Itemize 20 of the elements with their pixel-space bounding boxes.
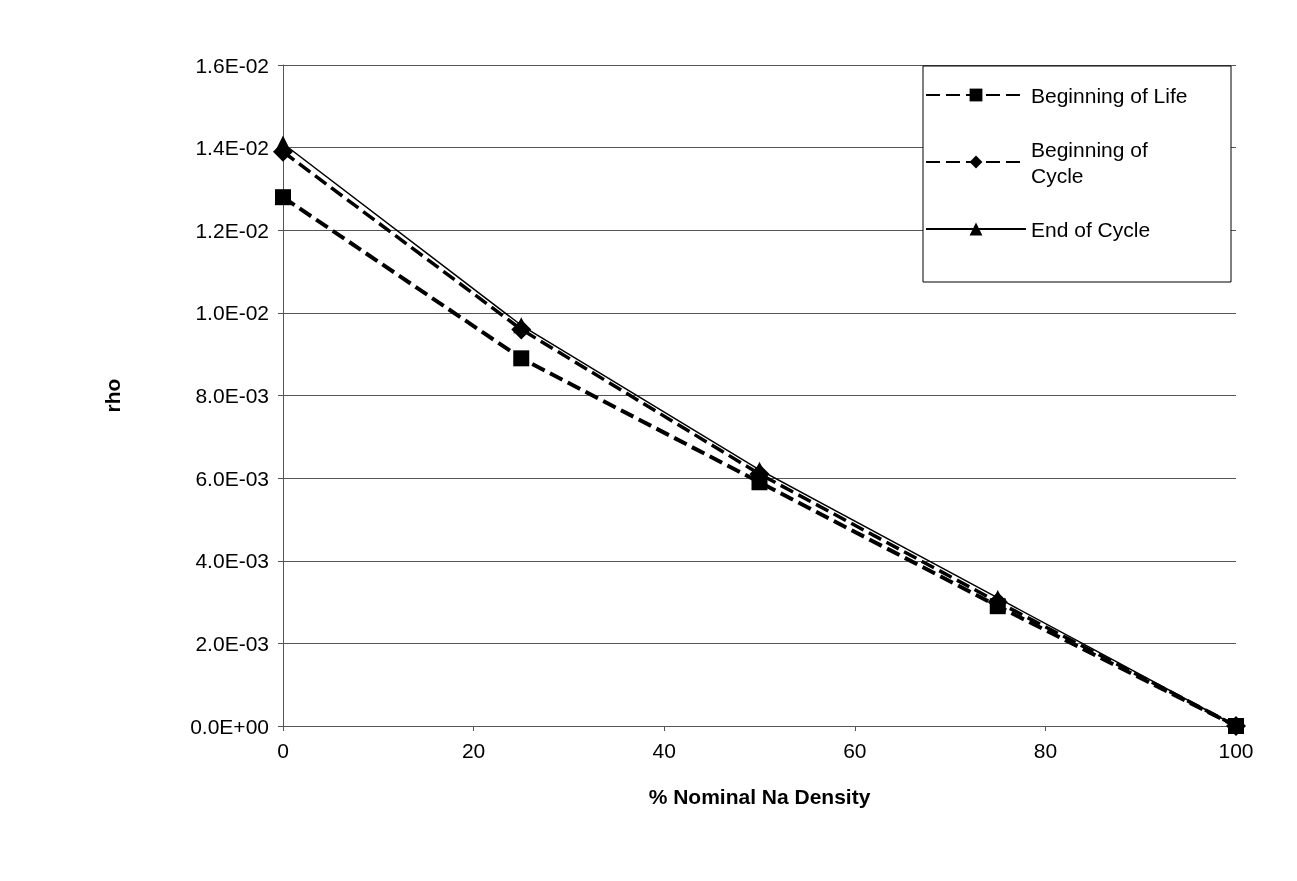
- y-tick-label: 8.0E-03: [195, 384, 269, 407]
- y-tick-label: 1.4E-02: [195, 136, 269, 160]
- x-tick-label: 40: [652, 739, 676, 762]
- y-tick-label: 1.0E-02: [195, 301, 269, 325]
- x-axis-title: % Nominal Na Density: [648, 785, 871, 808]
- x-tick-label: 20: [461, 739, 486, 762]
- legend-label: Beginning of Life: [1031, 83, 1188, 107]
- y-tick-label: 0.0E+00: [190, 714, 269, 738]
- x-tick-label: 0: [277, 739, 289, 762]
- legend-label: Beginning of Cycle: [1031, 137, 1154, 187]
- y-tick-label: 2.0E-03: [195, 631, 269, 655]
- x-tick-label: 100: [1218, 739, 1254, 762]
- y-tick-label: 6.0E-03: [195, 466, 269, 490]
- x-tick-label: 60: [843, 739, 867, 762]
- y-axis-title: rho: [101, 378, 124, 413]
- legend-label: End of Cycle: [1031, 217, 1151, 241]
- y-tick-label: 1.2E-02: [195, 218, 269, 242]
- y-tick-label: 4.0E-03: [195, 549, 269, 573]
- y-tick-label: 1.6E-02: [195, 53, 269, 77]
- x-tick-label: 80: [1033, 739, 1058, 762]
